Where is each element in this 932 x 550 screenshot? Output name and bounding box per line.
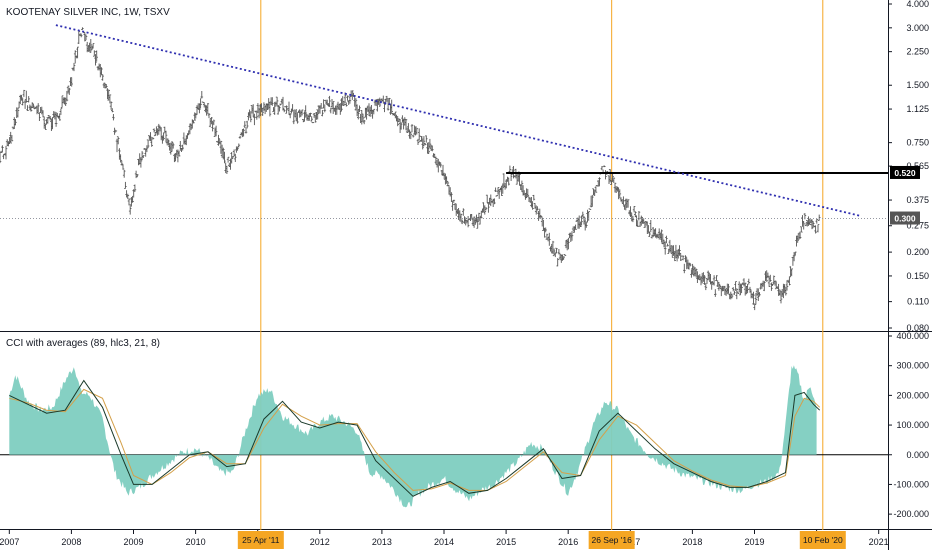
price-tick-label: 0.750 [906, 138, 929, 148]
time-tick-label: 2018 [682, 537, 702, 547]
event-date-label: 25 Apr '11 [242, 535, 280, 545]
price-panel [0, 27, 821, 311]
cci-tick-label: 300.000 [896, 361, 929, 371]
price-tick-label: 0.080 [906, 323, 929, 333]
cci-panel [0, 365, 888, 508]
cci-tick-label: 0.000 [906, 450, 929, 460]
price-bars [0, 27, 821, 311]
price-tick-label: 0.150 [906, 271, 929, 281]
price-tick-label: 3.000 [906, 23, 929, 33]
cci-tick-label: -200.000 [893, 509, 929, 519]
time-tick-label: 2009 [123, 537, 143, 547]
time-tick-label: 2013 [372, 537, 392, 547]
time-tick-label: 2010 [186, 537, 206, 547]
cci-slow-average-line [9, 388, 821, 491]
price-tick-label: 0.375 [906, 195, 929, 205]
overlay-layer [0, 24, 888, 220]
current-price-tag: 0.300 [890, 211, 920, 225]
price-pane-title: KOOTENAY SILVER INC, 1W, TSXV [6, 7, 170, 18]
time-tick-label: 2016 [558, 537, 578, 547]
price-tick-label: 1.500 [906, 80, 929, 90]
resistance-price-tag-text: 0.520 [894, 168, 916, 178]
time-tick-label: 2014 [434, 537, 454, 547]
price-tick-label: 2.250 [906, 47, 929, 57]
price-tick-label: 0.275 [906, 221, 929, 231]
resistance-price-tag-bg [890, 165, 920, 179]
event-date-tag[interactable]: 26 Sep '16 [588, 531, 635, 549]
event-date-tag[interactable]: 25 Apr '11 [237, 531, 284, 549]
price-tick-label: 4.000 [906, 0, 929, 9]
cci-pane-title: CCI with averages (89, hlc3, 21, 8) [6, 338, 160, 349]
descending-trendline[interactable] [55, 24, 861, 217]
cci-tick-label: 100.000 [896, 420, 929, 430]
time-tick-label: 2019 [744, 537, 764, 547]
event-date-label: 26 Sep '16 [591, 535, 632, 545]
event-date-tag[interactable]: 10 Feb '20 [799, 531, 846, 549]
cci-tick-label: 400.000 [896, 331, 929, 341]
price-tick-label: 0.110 [907, 297, 929, 307]
event-date-tag-bg [237, 531, 284, 549]
event-date-tag-bg [588, 531, 635, 549]
cci-tick-label: -100.000 [893, 479, 929, 489]
event-date-tag-bg [799, 531, 846, 549]
cci-tick-label: 200.000 [896, 390, 929, 400]
price-tick-label: 0.200 [906, 247, 929, 257]
time-tick-label: 2012 [310, 537, 330, 547]
time-tick-label: 2008 [61, 537, 81, 547]
event-date-label: 10 Feb '20 [803, 535, 843, 545]
current-price-tag-text: 0.300 [894, 214, 916, 224]
price-tick-label: 1.125 [906, 104, 929, 114]
current-price-tag-bg [890, 211, 920, 225]
cci-fast-average-line [9, 379, 821, 497]
resistance-price-tag: 0.520 [890, 165, 920, 179]
time-tick-label: 2021 [869, 537, 889, 547]
time-tick-label: 2007 [0, 537, 19, 547]
time-tick-label: 2015 [496, 537, 516, 547]
cci-area [9, 365, 817, 508]
